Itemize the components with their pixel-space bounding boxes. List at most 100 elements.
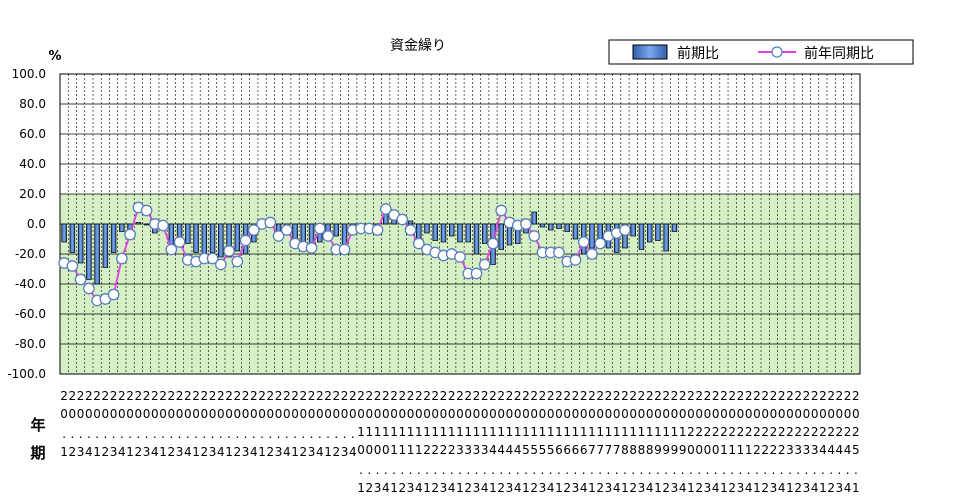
line-point-2013.3 <box>470 267 483 280</box>
x-tick-char: 9 <box>679 443 687 457</box>
x-tick-char: . <box>235 427 239 441</box>
x-tick-char: 0 <box>464 407 472 421</box>
x-tick-char: 0 <box>844 407 852 421</box>
x-tick-char: 0 <box>299 407 307 421</box>
x-tick-char: 3 <box>308 445 316 459</box>
x-tick-char: 1 <box>473 425 481 439</box>
line-point-2016.3 <box>569 254 582 266</box>
bar-2019.2 <box>663 223 669 252</box>
x-tick-char: . <box>161 427 165 441</box>
x-tick-2010.3: 2 0 1 0. 3 <box>374 389 382 495</box>
x-tick-char: 0 <box>555 407 563 421</box>
line-point-2010.4 <box>379 203 392 215</box>
x-tick-2007.2: 20.2 <box>266 389 274 459</box>
x-tick-2010.2: 2 0 1 0. 2 <box>365 389 373 495</box>
x-tick-char: 1 <box>481 425 489 439</box>
x-tick-char: . <box>813 463 817 477</box>
x-tick-char: 0 <box>126 407 134 421</box>
x-tick-char: 7 <box>596 443 604 457</box>
x-tick-char: 0 <box>316 407 324 421</box>
x-tick-char: . <box>334 427 338 441</box>
x-tick-char: 0 <box>250 407 258 421</box>
line-point-2017.2 <box>594 237 607 250</box>
x-tick-char: 2 <box>761 443 769 457</box>
x-tick-char: . <box>145 427 149 441</box>
x-tick-2005.2: 20.2 <box>201 389 209 459</box>
x-tick-char: 3 <box>836 481 844 495</box>
line-point-2013.1 <box>454 251 466 263</box>
y-tick-label: 100.0 <box>12 67 46 81</box>
x-tick-char: 2 <box>135 445 143 459</box>
x-tick-char: 4 <box>316 445 324 459</box>
bar-2002.1 <box>94 223 100 285</box>
x-tick-char: . <box>780 463 784 477</box>
x-tick-char: 1 <box>514 425 522 439</box>
x-tick-2009.2: 20.2 <box>332 389 340 459</box>
x-tick-char: 2 <box>770 425 778 439</box>
x-tick-2004.4: 20.4 <box>184 389 192 459</box>
x-tick-char: 4 <box>819 443 827 457</box>
line-point-2006.2 <box>231 255 244 268</box>
x-tick-char: . <box>62 427 66 441</box>
x-tick-char: 4 <box>497 443 505 457</box>
x-tick-char: 0 <box>382 443 390 457</box>
x-tick-char: 2 <box>836 389 844 403</box>
x-tick-char: 1 <box>786 481 794 495</box>
x-tick-char: 0 <box>143 407 151 421</box>
bar-2015.3 <box>539 223 546 228</box>
x-tick-char: . <box>755 463 759 477</box>
x-tick-2015.2: 2 0 1 5. 2 <box>530 389 538 495</box>
x-tick-char: 0 <box>423 407 431 421</box>
x-tick-char: 2 <box>374 389 382 403</box>
x-tick-2018.2: 2 0 1 8. 2 <box>629 389 637 495</box>
x-tick-char: . <box>219 427 223 441</box>
x-tick-char: 0 <box>605 407 613 421</box>
y-tick-label: -20.0 <box>15 247 46 261</box>
x-tick-2007.3: 20.3 <box>275 389 283 459</box>
x-tick-2019.3: 2 0 1 9. 3 <box>671 389 679 495</box>
x-tick-char: 0 <box>827 407 835 421</box>
x-tick-2018.1: 2 0 1 8. 1 <box>621 389 629 495</box>
line-point-2003.1 <box>124 228 136 241</box>
x-tick-char: 2 <box>151 389 159 403</box>
x-tick-char: 1 <box>563 425 571 439</box>
x-tick-char: 4 <box>283 445 291 459</box>
x-tick-char: 0 <box>357 443 365 457</box>
x-tick-2014.1: 2 0 1 4. 1 <box>489 389 497 495</box>
x-tick-char: . <box>326 427 330 441</box>
x-tick-char: 0 <box>695 407 703 421</box>
x-tick-char: 2 <box>803 389 811 403</box>
x-tick-char: 2 <box>621 389 629 403</box>
x-tick-2011.2: 2 0 1 1. 2 <box>398 389 406 495</box>
bar-2002.3 <box>110 223 117 253</box>
line-point-2001.3 <box>74 273 87 286</box>
x-tick-char: 2 <box>695 481 703 495</box>
x-tick-2011.3: 2 0 1 1. 3 <box>407 389 415 495</box>
x-tick-char: . <box>442 463 446 477</box>
x-tick-char: 2 <box>679 389 687 403</box>
x-tick-char: 1 <box>497 425 505 439</box>
x-tick-char: 0 <box>233 407 241 421</box>
x-tick-char: 0 <box>349 407 357 421</box>
x-tick-char: 2 <box>745 389 753 403</box>
x-tick-char: 2 <box>473 389 481 403</box>
x-tick-char: 2 <box>522 389 530 403</box>
x-tick-char: 0 <box>489 407 497 421</box>
x-tick-char: 0 <box>374 443 382 457</box>
x-tick-char: . <box>136 427 140 441</box>
x-tick-char: 2 <box>753 425 761 439</box>
x-tick-char: 1 <box>753 481 761 495</box>
line-point-2009.3 <box>338 243 351 256</box>
x-tick-char: 2 <box>143 389 151 403</box>
bar-2019.1 <box>655 223 661 241</box>
x-tick-char: 4 <box>448 481 456 495</box>
x-tick-char: 2 <box>464 389 472 403</box>
x-tick-2016.3: 2 0 1 6. 3 <box>572 389 580 495</box>
x-tick-char: . <box>788 463 792 477</box>
x-tick-2005.4: 20.4 <box>217 389 225 459</box>
x-tick-2001.2: 20.2 <box>69 389 77 459</box>
x-tick-char: 0 <box>530 407 538 421</box>
x-tick-char: 7 <box>605 443 613 457</box>
x-tick-char: 4 <box>250 445 258 459</box>
x-tick-2015.1: 2 0 1 5. 1 <box>522 389 530 495</box>
